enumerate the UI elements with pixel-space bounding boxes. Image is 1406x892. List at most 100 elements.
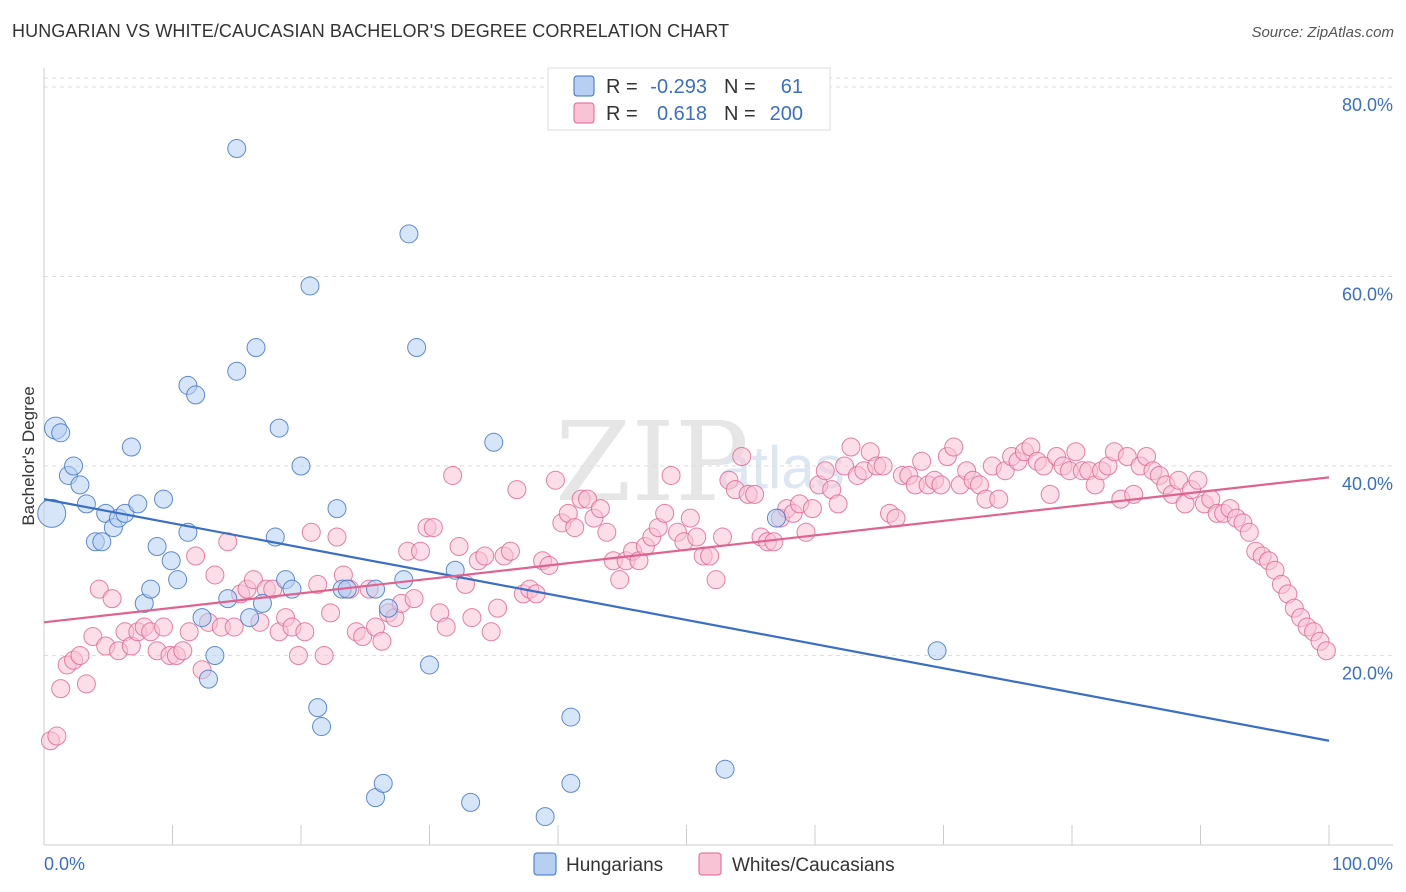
white-caucasian-point xyxy=(835,456,855,476)
white-caucasian-point xyxy=(102,589,122,609)
y-tick-label: 60.0% xyxy=(1342,284,1393,304)
white-caucasian-point xyxy=(712,527,732,547)
white-caucasian-point xyxy=(288,645,308,665)
white-caucasian-point xyxy=(488,598,508,618)
stats-r-label-0: R = xyxy=(606,76,638,98)
white-caucasian-point xyxy=(205,565,225,585)
white-caucasian-point xyxy=(661,465,681,485)
hungarian-point xyxy=(327,499,347,519)
white-caucasian-point xyxy=(655,503,675,523)
hungarian-point xyxy=(64,456,84,476)
legend-swatch-whites-caucasians xyxy=(698,852,722,876)
white-caucasian-point xyxy=(931,475,951,495)
hungarian-point xyxy=(366,579,386,599)
white-caucasian-point xyxy=(314,645,334,665)
white-caucasian-point xyxy=(423,518,443,538)
hungarian-point xyxy=(186,385,206,405)
hungarian-point xyxy=(766,508,786,528)
white-caucasian-point xyxy=(578,489,598,509)
white-caucasian-point xyxy=(1316,641,1336,661)
hungarian-point xyxy=(308,698,328,718)
stats-legend-swatch-pink xyxy=(573,102,595,124)
white-caucasian-point xyxy=(745,484,765,504)
stats-legend: R = -0.293 N = 61 R = 0.618 N = 200 xyxy=(547,67,831,131)
white-caucasian-point xyxy=(154,617,174,637)
hungarian-point xyxy=(240,608,260,628)
white-caucasian-point xyxy=(841,437,861,457)
stats-r-value-0: -0.293 xyxy=(650,76,707,98)
stats-n-value-0: 61 xyxy=(781,76,803,98)
stats-n-label-0: N = xyxy=(724,76,756,98)
hungarian-point xyxy=(461,792,481,812)
white-caucasian-point xyxy=(47,726,67,746)
white-caucasian-point xyxy=(706,570,726,590)
hungarian-point xyxy=(407,338,427,358)
hungarian-point xyxy=(378,598,398,618)
hungarian-point xyxy=(128,494,148,514)
white-caucasian-point xyxy=(732,447,752,466)
hungarian-point xyxy=(161,551,181,571)
hungarian-point xyxy=(51,423,71,443)
hungarian-point xyxy=(291,456,311,476)
white-caucasian-point xyxy=(545,470,565,490)
x-axis-ticks xyxy=(43,825,1330,845)
hungarian-point xyxy=(715,759,735,779)
hungarian-point xyxy=(70,475,90,495)
series-hungarians xyxy=(37,139,947,827)
white-caucasian-point xyxy=(411,541,431,561)
white-caucasian-point xyxy=(687,527,707,547)
hungarian-point xyxy=(927,641,947,661)
grid-lines xyxy=(44,77,1393,656)
white-caucasian-point xyxy=(815,461,835,481)
hungarian-point xyxy=(227,139,247,159)
white-caucasian-point xyxy=(353,627,373,647)
white-caucasian-point xyxy=(404,589,424,609)
white-caucasian-point xyxy=(989,489,1009,509)
white-caucasian-point xyxy=(83,627,103,647)
legend-label-hungarians: Hungarians xyxy=(566,855,663,876)
source-label: Source: ZipAtlas.com xyxy=(1251,24,1394,41)
white-caucasian-point xyxy=(462,608,482,628)
white-caucasian-point xyxy=(680,508,700,528)
white-caucasian-point xyxy=(1034,456,1054,476)
white-caucasian-point xyxy=(507,480,527,500)
y-tick-labels: 20.0% 40.0% 60.0% 80.0% xyxy=(1342,95,1393,684)
white-caucasian-point xyxy=(700,546,720,566)
white-caucasian-point xyxy=(51,679,71,699)
white-caucasian-point xyxy=(1117,447,1137,466)
x-tick-label-0: 0.0% xyxy=(44,854,85,874)
series-legend: Hungarians Whites/Caucasians xyxy=(533,852,895,876)
y-tick-label: 40.0% xyxy=(1342,474,1393,494)
hungarian-point xyxy=(420,655,439,675)
hungarian-point xyxy=(373,773,393,793)
chart-title: HUNGARIAN VS WHITE/CAUCASIAN BACHELOR'S … xyxy=(12,21,730,41)
hungarian-point xyxy=(141,579,161,599)
trend-line-hungarians xyxy=(43,498,1330,742)
white-caucasian-point xyxy=(610,570,630,590)
hungarian-point xyxy=(269,418,289,438)
white-caucasian-point xyxy=(308,574,328,594)
hungarian-point xyxy=(154,489,174,509)
hungarian-point xyxy=(147,537,167,557)
white-caucasian-point xyxy=(912,451,932,471)
hungarian-point xyxy=(312,717,332,737)
white-caucasian-point xyxy=(89,579,109,599)
hungarian-point xyxy=(205,645,225,665)
y-tick-label: 20.0% xyxy=(1342,663,1393,683)
trend-line-whites-caucasians xyxy=(43,476,1330,624)
hungarian-point xyxy=(399,224,419,244)
stats-n-label-1: N = xyxy=(724,103,756,125)
white-caucasian-point xyxy=(186,546,206,566)
white-caucasian-point xyxy=(263,579,283,599)
white-caucasian-point xyxy=(70,645,90,665)
white-caucasian-point xyxy=(76,674,96,694)
legend-swatch-hungarians xyxy=(533,852,557,876)
stats-r-value-1: 0.618 xyxy=(657,103,707,125)
hungarian-point xyxy=(198,669,218,689)
hungarian-point xyxy=(121,437,141,457)
stats-legend-box xyxy=(547,67,831,131)
hungarian-point xyxy=(561,773,581,793)
white-caucasian-point xyxy=(597,522,617,542)
hungarian-point xyxy=(300,276,320,296)
